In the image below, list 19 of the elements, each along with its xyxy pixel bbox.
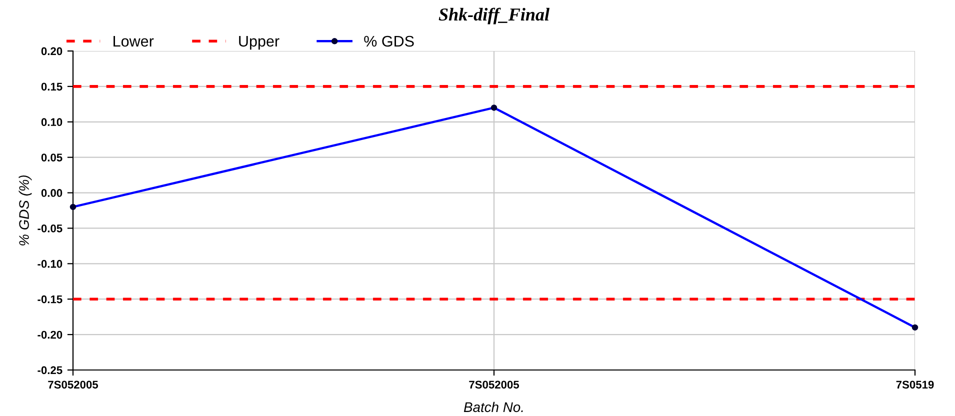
y-tick-label: 0.10 [41, 118, 62, 126]
chart-title: Shk-diff_Final [438, 8, 550, 24]
y-tick-label: 0.20 [41, 47, 62, 56]
y-tick-label: -0.20 [38, 330, 62, 339]
y-tick-label: -0.10 [38, 260, 62, 268]
y-tick-label: 0.05 [41, 154, 62, 162]
legend-label: % GDS [364, 36, 414, 47]
y-axis-title: % GDS (%) [18, 175, 32, 246]
x-tick-label: 7S052005 [48, 380, 98, 389]
y-tick-label: -0.05 [38, 224, 62, 232]
y-tick-label: 0.15 [41, 82, 62, 91]
x-tick-label: 7S052005 [469, 380, 520, 389]
x-axis-title: Batch No. [464, 402, 523, 412]
y-tick-label: -0.25 [38, 366, 62, 374]
y-tick-label: 0.00 [41, 189, 62, 197]
x-tick-label: 7S0519 [896, 380, 934, 389]
legend-label: Upper [239, 36, 280, 50]
y-tick-label: -0.15 [38, 295, 62, 304]
legend-label: Lower [114, 36, 154, 47]
